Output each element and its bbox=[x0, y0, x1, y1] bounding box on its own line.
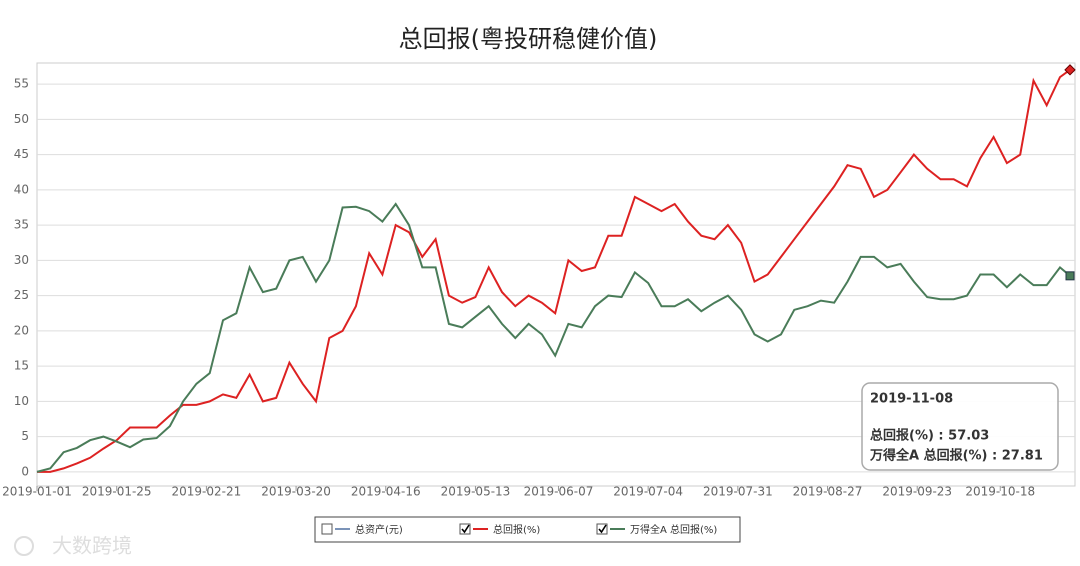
grid: 0 5 10 15 20 25 30 35 40 45 50 55 2019-01-01 2019-01-… bbox=[2, 77, 1075, 499]
legend[interactable]: 总资产(元) 总回报(%) 万得全A 总回报(%) bbox=[321, 523, 717, 536]
watermark: 大数跨境 bbox=[52, 534, 132, 558]
legend-label[interactable]: 总回报(%) bbox=[493, 523, 540, 536]
lines bbox=[36, 64, 1076, 473]
watermark-icon bbox=[14, 536, 34, 556]
legend-checkbox[interactable] bbox=[596, 523, 608, 535]
y-tick-label: 35 bbox=[14, 218, 29, 232]
x-tick-label: 2019-10-18 bbox=[965, 485, 1035, 499]
x-tick-label: 2019-08-27 bbox=[793, 485, 863, 499]
y-tick-label: 0 bbox=[21, 464, 29, 478]
series-line bbox=[37, 68, 1071, 473]
end-marker bbox=[1064, 64, 1076, 76]
legend-check[interactable] bbox=[461, 524, 470, 534]
x-tick-label: 2019-01-01 bbox=[2, 485, 72, 499]
x-tick-label: 2019-04-16 bbox=[351, 485, 421, 499]
legend-check[interactable] bbox=[598, 524, 607, 534]
x-tick-label: 2019-01-25 bbox=[82, 485, 152, 499]
y-tick-label: 55 bbox=[14, 77, 29, 91]
legend-box bbox=[314, 516, 741, 543]
legend-checkbox[interactable] bbox=[459, 523, 471, 535]
y-tick-label: 30 bbox=[14, 253, 29, 267]
tooltip-row: 万得全A 总回报(%) : 27.81 bbox=[869, 448, 1043, 464]
x-tick-label: 2019-03-20 bbox=[261, 485, 331, 499]
y-tick-label: 50 bbox=[14, 112, 29, 126]
y-tick-label: 5 bbox=[21, 429, 29, 443]
y-tick-label: 40 bbox=[14, 182, 29, 196]
x-tick-label: 2019-07-31 bbox=[703, 485, 773, 499]
y-tick-label: 20 bbox=[14, 323, 29, 337]
tooltip-title: 2019-11-08 bbox=[870, 392, 953, 407]
y-tick-label: 15 bbox=[14, 359, 29, 373]
end-marker bbox=[1065, 271, 1075, 281]
y-tick-label: 10 bbox=[14, 394, 29, 408]
plot-frame bbox=[36, 62, 1076, 487]
x-tick-label: 2019-07-04 bbox=[613, 485, 683, 499]
legend-label[interactable]: 万得全A 总回报(%) bbox=[630, 523, 717, 536]
legend-checkbox[interactable] bbox=[321, 523, 333, 535]
y-tick-label: 25 bbox=[14, 288, 29, 302]
tooltip-box bbox=[861, 382, 1059, 471]
chart-title: 总回报(粤投研稳健价值) bbox=[399, 25, 658, 53]
tooltip-row: 总回报(%) : 57.03 bbox=[870, 428, 989, 444]
legend-label[interactable]: 总资产(元) bbox=[355, 523, 403, 536]
x-tick-label: 2019-06-07 bbox=[524, 485, 594, 499]
x-tick-label: 2019-05-13 bbox=[441, 485, 511, 499]
series-line bbox=[36, 202, 1071, 473]
y-tick-label: 45 bbox=[14, 147, 29, 161]
x-tick-label: 2019-02-21 bbox=[172, 485, 242, 499]
x-tick-label: 2019-09-23 bbox=[882, 485, 952, 499]
